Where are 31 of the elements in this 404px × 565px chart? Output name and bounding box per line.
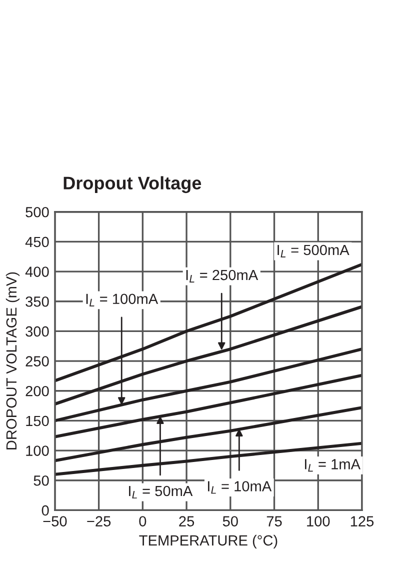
x-tick-label: 75 — [266, 516, 282, 526]
y-tick-label: 0 — [42, 505, 49, 516]
y-tick-label: 50 — [34, 475, 49, 486]
x-tick-label: 25 — [179, 516, 194, 526]
annotation: I$_{L}$ = 250mA — [186, 270, 258, 282]
y-tick-label: 100 — [26, 446, 49, 456]
y-tick-label: 150 — [26, 416, 49, 426]
line-series — [54, 305, 362, 406]
annotation: I$_{L}$ = 1mA — [304, 459, 360, 472]
y-tick-label: 200 — [26, 386, 49, 396]
y-tick-label: 350 — [26, 296, 49, 307]
line-series — [54, 374, 362, 438]
y-tick-label: 250 — [26, 356, 49, 366]
annotation: I$_{L}$ = 500mA — [278, 244, 350, 258]
chart-title: Dropout Voltage — [64, 176, 202, 194]
x-axis-title: TEMPERATURE (°C) — [139, 534, 278, 548]
x-tick-label: −25 — [87, 516, 111, 526]
y-tick-label: 450 — [25, 236, 49, 248]
x-tick-label: 50 — [222, 516, 238, 526]
y-tick-label: 400 — [25, 266, 49, 277]
annotation: I$_{L}$ = 10mA — [208, 481, 272, 494]
y-tick-label: 300 — [26, 326, 49, 337]
x-tick-label: 100 — [307, 516, 330, 526]
annotation: I$_{L}$ = 50mA — [129, 486, 193, 498]
y-axis-title: DROPOUT VOLTAGE (mV) — [6, 272, 20, 450]
x-tick-label: −50 — [43, 516, 67, 526]
x-tick-label: 125 — [350, 516, 374, 526]
y-tick-label: 500 — [26, 206, 49, 218]
line-series — [54, 348, 362, 422]
annotation: I$_{L}$ = 100mA — [86, 294, 158, 306]
x-tick-label: 0 — [139, 516, 146, 526]
